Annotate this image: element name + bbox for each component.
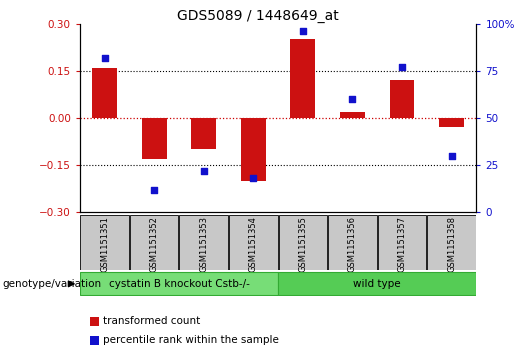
Text: GSM1151357: GSM1151357 xyxy=(398,216,406,272)
Point xyxy=(398,64,406,70)
Point xyxy=(249,175,258,181)
Text: GSM1151354: GSM1151354 xyxy=(249,216,258,272)
Point xyxy=(299,28,307,34)
Text: genotype/variation: genotype/variation xyxy=(3,279,101,289)
Text: GSM1151352: GSM1151352 xyxy=(150,216,159,272)
Text: percentile rank within the sample: percentile rank within the sample xyxy=(103,335,279,346)
Bar xyxy=(80,215,129,270)
Bar xyxy=(80,272,278,295)
Bar xyxy=(439,118,464,127)
Text: GSM1151356: GSM1151356 xyxy=(348,216,357,272)
Text: wild type: wild type xyxy=(353,278,401,289)
Text: cystatin B knockout Cstb-/-: cystatin B knockout Cstb-/- xyxy=(109,278,249,289)
Bar xyxy=(340,112,365,118)
Text: GSM1151351: GSM1151351 xyxy=(100,216,109,272)
Bar xyxy=(390,80,415,118)
Text: GDS5089 / 1448649_at: GDS5089 / 1448649_at xyxy=(177,9,338,23)
Point xyxy=(200,168,208,174)
Bar xyxy=(278,272,476,295)
Bar xyxy=(179,215,228,270)
Bar xyxy=(290,39,315,118)
Point xyxy=(348,96,356,102)
Text: GSM1151355: GSM1151355 xyxy=(298,216,307,272)
Bar xyxy=(241,118,266,181)
Text: GSM1151358: GSM1151358 xyxy=(447,216,456,272)
Point xyxy=(150,187,158,193)
Bar xyxy=(229,215,278,270)
Bar xyxy=(130,215,179,270)
Text: GSM1151353: GSM1151353 xyxy=(199,216,208,272)
Bar xyxy=(90,317,99,326)
Text: transformed count: transformed count xyxy=(103,316,200,326)
Point xyxy=(448,153,456,159)
Bar xyxy=(377,215,426,270)
Bar xyxy=(92,68,117,118)
Point xyxy=(100,55,109,61)
Bar xyxy=(142,118,166,159)
Bar xyxy=(90,336,99,345)
Bar xyxy=(279,215,327,270)
Bar xyxy=(328,215,377,270)
Bar xyxy=(192,118,216,150)
Bar xyxy=(427,215,476,270)
